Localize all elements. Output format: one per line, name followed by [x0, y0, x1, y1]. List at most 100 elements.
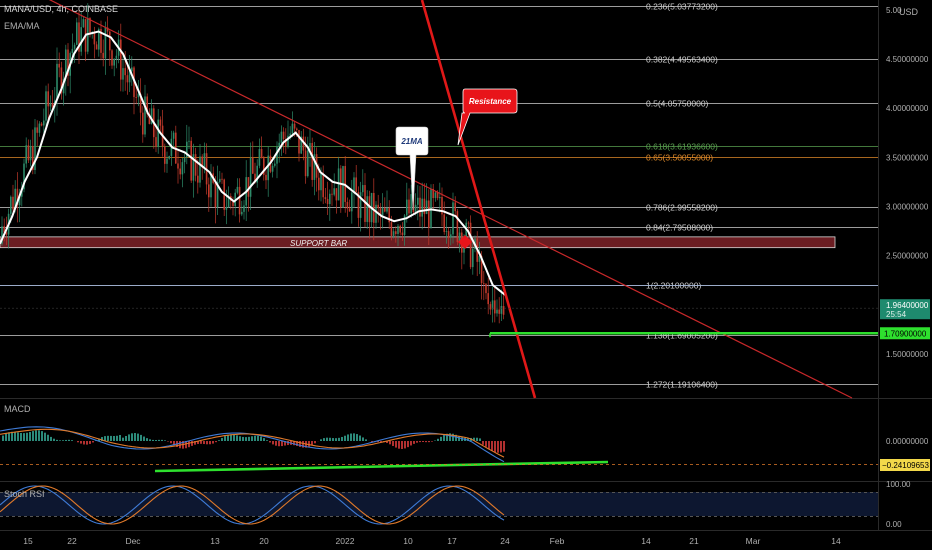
candle-body [115, 55, 118, 59]
candle-body [254, 173, 256, 183]
macd-histogram-bar [398, 441, 400, 449]
candle-body [483, 283, 485, 284]
candle-body [188, 140, 190, 142]
candle-body [146, 96, 148, 114]
macd-histogram-bar [287, 441, 289, 446]
macd-histogram-bar [11, 431, 13, 441]
macd-histogram-bar [458, 436, 460, 441]
candle-body [32, 145, 34, 170]
candle-body [111, 50, 113, 66]
macd-histogram-bar [218, 440, 220, 441]
candle-body [450, 234, 452, 238]
candle-body [335, 188, 338, 201]
candle-body [403, 215, 406, 236]
candle-body [203, 153, 206, 168]
candle-body [362, 185, 364, 193]
candle-body [113, 58, 115, 66]
candle-body [76, 22, 78, 45]
price-pane[interactable]: 0.236(5.03773200) 0.382(4.49563400) 0.5(4.… [0, 0, 878, 399]
macd-histogram-bar [44, 432, 46, 441]
candle-body [236, 186, 239, 193]
macd-histogram-bar [233, 434, 235, 441]
macd-histogram-bar [482, 441, 484, 445]
candle-body [98, 29, 100, 50]
candle-body [480, 255, 483, 284]
macd-trendline [154, 460, 609, 473]
candle-body [388, 207, 390, 223]
macd-histogram-bar [23, 433, 25, 441]
macd-histogram-bar [272, 441, 274, 445]
candle-body [425, 200, 428, 215]
candle-body [27, 145, 30, 161]
candle-body [78, 22, 80, 52]
macd-histogram-bar [494, 441, 496, 453]
candle-body [414, 204, 417, 212]
macd-histogram-bar [86, 441, 88, 445]
macd-value-label: −0.24109653 [882, 461, 929, 470]
macd-histogram-bar [392, 441, 394, 446]
price-tick-label: 4.50000000 [886, 55, 929, 64]
candle-body [289, 133, 291, 136]
candle-body [423, 198, 426, 215]
candle-body [271, 165, 274, 172]
candle-body [56, 63, 58, 101]
candle-body [23, 163, 25, 190]
candle-body [469, 222, 472, 268]
macd-histogram-bar [32, 431, 34, 441]
candle-body [454, 202, 456, 212]
candle-body [329, 193, 331, 205]
macd-histogram-bar [26, 432, 28, 441]
macd-histogram-bar [191, 441, 193, 446]
macd-histogram-bar [377, 441, 379, 443]
macd-histogram-bar [155, 439, 157, 441]
macd-histogram-bar [410, 441, 412, 446]
candle-body [219, 178, 221, 182]
macd-title: MACD [4, 404, 31, 414]
candle-body [390, 222, 393, 236]
candle-body [432, 188, 434, 199]
candle-body [337, 168, 340, 201]
macd-histogram-bar [212, 441, 214, 444]
candle-body [472, 248, 474, 268]
candle-body [120, 39, 122, 80]
stoch-rsi-pane[interactable] [0, 485, 878, 525]
macd-histogram-bar [116, 435, 118, 441]
candle-body [384, 207, 386, 212]
macd-histogram-bar [38, 430, 40, 441]
macd-histogram-bar [152, 439, 154, 441]
candle-body [304, 150, 307, 177]
sell-marker-icon [458, 235, 472, 249]
candle-body [366, 196, 368, 222]
candle-body [496, 309, 498, 314]
candle-body [278, 142, 280, 147]
candle-body [249, 157, 252, 197]
macd-value-badge [880, 459, 930, 471]
candle-body [333, 188, 335, 195]
macd-histogram-bar [53, 438, 55, 441]
candle-body [100, 29, 102, 53]
macd-histogram-bar [329, 437, 331, 441]
macd-pane[interactable] [0, 426, 878, 473]
macd-histogram-bar [158, 439, 160, 441]
candle-body [318, 177, 320, 191]
macd-histogram-bar [449, 433, 451, 441]
macd-histogram-bar [50, 436, 52, 441]
candle-body [201, 156, 203, 168]
candle-body [252, 157, 254, 174]
macd-histogram-bar [104, 436, 106, 441]
candle-body [139, 93, 142, 113]
macd-histogram-bar [485, 441, 487, 447]
fib-level-label: 1.138(1.69005200) [646, 331, 718, 341]
candle-body [326, 199, 329, 205]
candle-body [225, 206, 228, 210]
candle-body [456, 211, 459, 243]
macd-histogram-bar [143, 436, 145, 441]
candle-body [320, 173, 322, 191]
macd-histogram-bar [266, 440, 268, 441]
candle-body [58, 63, 60, 68]
axes: 5.00 4.50000000 4.00000000 3.50000000 3.0000… [23, 6, 930, 546]
candle-body [190, 140, 192, 181]
candle-body [309, 142, 311, 151]
macd-histogram-bar [92, 441, 94, 443]
